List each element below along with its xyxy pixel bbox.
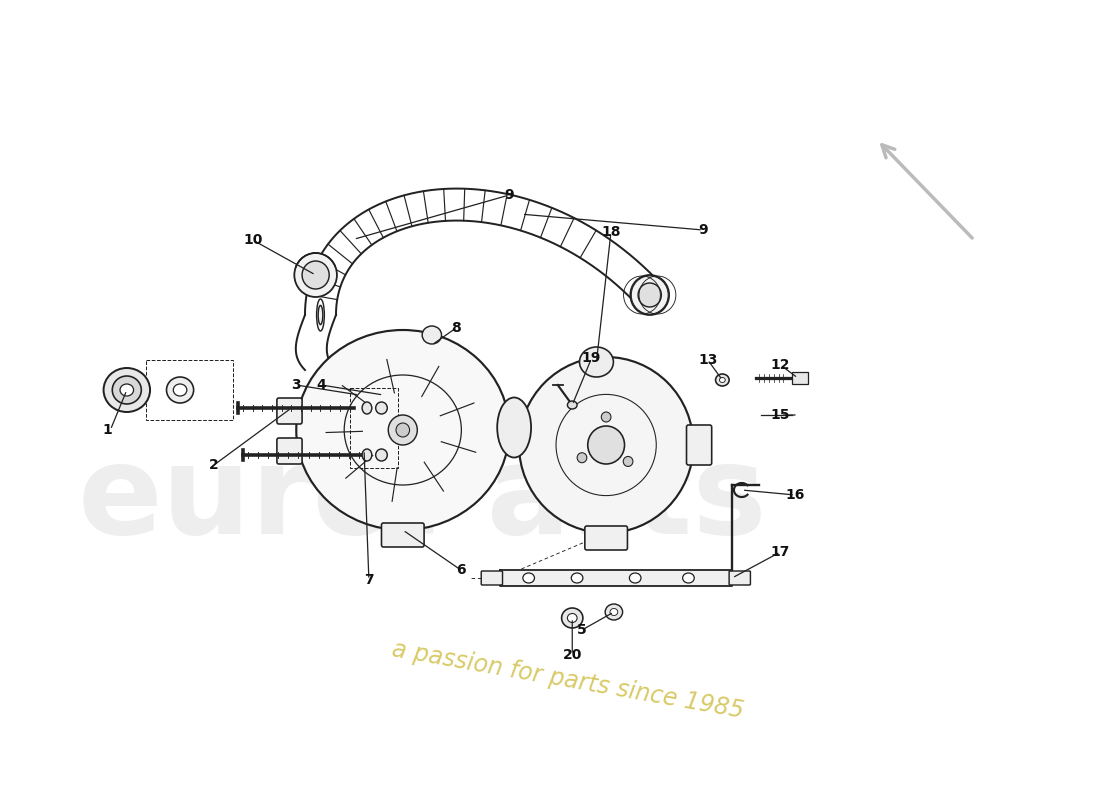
- Ellipse shape: [166, 377, 194, 403]
- FancyBboxPatch shape: [481, 571, 503, 585]
- Ellipse shape: [571, 573, 583, 583]
- Text: 18: 18: [602, 225, 620, 239]
- Ellipse shape: [716, 374, 729, 386]
- Ellipse shape: [103, 368, 150, 412]
- Ellipse shape: [630, 275, 669, 315]
- Ellipse shape: [362, 449, 372, 461]
- Text: 5: 5: [578, 623, 586, 637]
- FancyBboxPatch shape: [686, 425, 712, 465]
- Text: 9: 9: [505, 188, 514, 202]
- Ellipse shape: [120, 384, 133, 396]
- Ellipse shape: [624, 457, 632, 466]
- Bar: [146, 360, 233, 420]
- Text: a passion for parts since 1985: a passion for parts since 1985: [389, 637, 745, 723]
- Text: 9: 9: [698, 223, 707, 237]
- Text: 1: 1: [102, 423, 112, 437]
- Text: euroParts: euroParts: [77, 439, 767, 561]
- Ellipse shape: [683, 573, 694, 583]
- Ellipse shape: [376, 449, 387, 461]
- Polygon shape: [499, 570, 732, 586]
- Ellipse shape: [396, 423, 409, 437]
- Text: 3: 3: [292, 378, 301, 392]
- Text: 6: 6: [456, 563, 465, 577]
- Text: 17: 17: [771, 545, 790, 559]
- Ellipse shape: [388, 415, 417, 445]
- Ellipse shape: [519, 357, 693, 533]
- Text: 13: 13: [698, 353, 717, 367]
- Bar: [350, 388, 398, 468]
- Ellipse shape: [580, 347, 614, 377]
- Ellipse shape: [719, 378, 725, 382]
- Ellipse shape: [302, 261, 329, 289]
- Ellipse shape: [522, 573, 535, 583]
- FancyBboxPatch shape: [277, 398, 302, 424]
- Text: 19: 19: [582, 351, 602, 365]
- Ellipse shape: [497, 398, 531, 458]
- Text: 16: 16: [785, 488, 805, 502]
- Ellipse shape: [568, 614, 578, 622]
- Ellipse shape: [174, 384, 187, 396]
- Ellipse shape: [362, 402, 372, 414]
- Ellipse shape: [629, 573, 641, 583]
- Ellipse shape: [112, 376, 141, 404]
- Ellipse shape: [578, 453, 586, 462]
- Ellipse shape: [605, 604, 623, 620]
- FancyBboxPatch shape: [277, 438, 302, 464]
- Text: 20: 20: [562, 648, 582, 662]
- Bar: [792, 372, 807, 384]
- Text: 12: 12: [771, 358, 790, 372]
- Text: 7: 7: [364, 573, 374, 587]
- Ellipse shape: [376, 402, 387, 414]
- Ellipse shape: [610, 609, 618, 615]
- Ellipse shape: [318, 306, 322, 325]
- Text: 10: 10: [243, 233, 263, 247]
- Text: 8: 8: [451, 321, 461, 335]
- Ellipse shape: [296, 330, 509, 530]
- FancyBboxPatch shape: [729, 571, 750, 585]
- FancyBboxPatch shape: [382, 523, 425, 547]
- FancyBboxPatch shape: [585, 526, 627, 550]
- Text: 4: 4: [317, 378, 327, 392]
- Ellipse shape: [638, 283, 661, 307]
- Ellipse shape: [568, 401, 578, 409]
- Ellipse shape: [295, 253, 337, 297]
- Ellipse shape: [422, 326, 441, 344]
- Text: 15: 15: [771, 408, 790, 422]
- Text: 2: 2: [209, 458, 219, 472]
- Ellipse shape: [602, 412, 610, 422]
- Ellipse shape: [562, 608, 583, 628]
- Ellipse shape: [587, 426, 625, 464]
